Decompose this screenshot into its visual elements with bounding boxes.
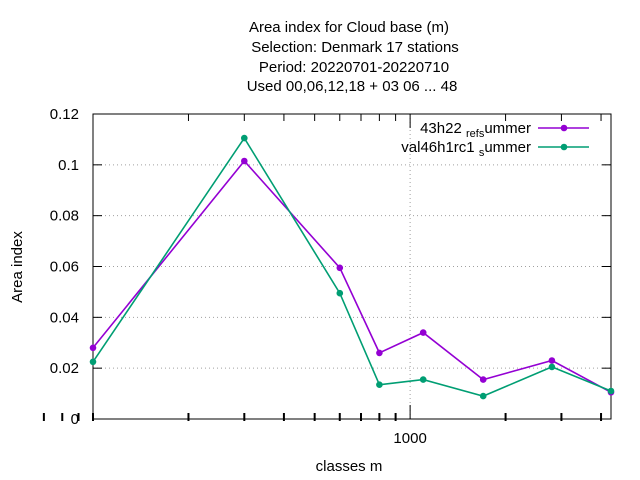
data-point (548, 363, 556, 371)
data-point (607, 387, 615, 395)
y-tick-label: 0.1 (58, 157, 79, 174)
y-tick-label: 0.12 (50, 106, 79, 123)
data-point (89, 344, 97, 352)
data-point (548, 357, 556, 364)
legend-label-part: s (479, 128, 485, 140)
data-point (376, 381, 383, 389)
y-tick-label: 0.08 (50, 208, 79, 225)
grid (93, 114, 611, 419)
title-line-4: Used 00,06,12,18 + 03 06 ... 48 (247, 78, 458, 95)
legend-label-part: ummer (484, 120, 531, 137)
data-point (336, 289, 344, 297)
legend-label-part: 43h22 (420, 120, 466, 137)
title-line-1: Area index for Cloud base (m) (249, 19, 449, 36)
legend-label-part: ref (466, 128, 480, 140)
x-tick-label: 1000 (393, 430, 426, 447)
legend-swatch-point (560, 124, 568, 132)
legend-swatch-point (560, 143, 568, 151)
title-line-3: Period: 20220701-20220710 (259, 59, 449, 76)
y-axis-label: Area index (9, 231, 26, 303)
plot-border (92, 113, 612, 420)
data-point (479, 376, 487, 383)
legend-label: val46h1rc1 summer (401, 139, 531, 159)
data-point (419, 329, 427, 336)
series-1 (89, 157, 615, 396)
legend-label-part: ummer (484, 139, 531, 156)
series-line (92, 136, 612, 397)
y-tick-label: 0.04 (50, 309, 79, 326)
data-point (336, 264, 344, 272)
series-line (92, 159, 612, 394)
x-axis: 1000 (42, 114, 603, 447)
data-point (241, 134, 248, 142)
data-point (419, 376, 427, 383)
data-point (479, 392, 487, 400)
legend-label: 43h22 refsummer (420, 120, 531, 140)
chart-title: Area index for Cloud base (m) Selection:… (247, 19, 459, 95)
legend-label-part: val46h1rc1 (401, 139, 479, 156)
data-point (89, 358, 97, 366)
legend-label-part: s (479, 147, 485, 159)
y-tick-label: 0.02 (50, 360, 79, 377)
x-axis-label: classes m (316, 458, 383, 475)
y-tick-label: 0 (71, 411, 79, 428)
series-2 (89, 134, 615, 400)
y-tick-label: 0.06 (50, 259, 79, 276)
data-point (241, 157, 248, 165)
title-line-2: Selection: Denmark 17 stations (251, 39, 459, 56)
series-layer (89, 134, 615, 400)
data-point (376, 349, 383, 357)
